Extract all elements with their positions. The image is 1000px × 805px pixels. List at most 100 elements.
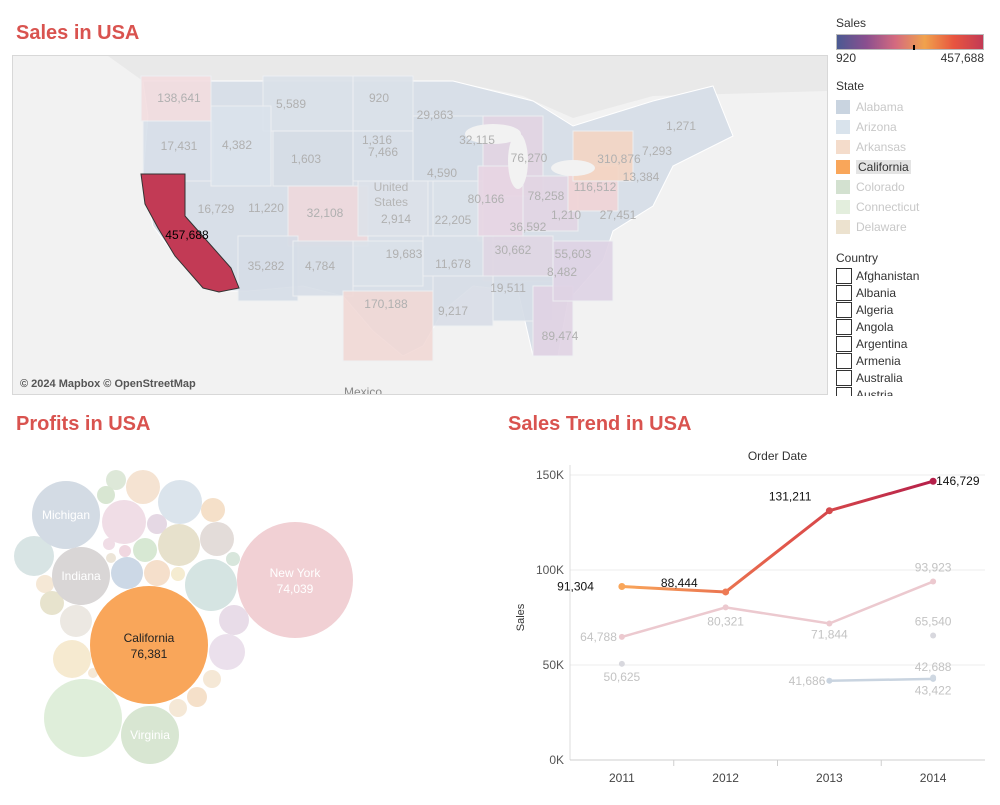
country-checkbox[interactable] [836,369,852,386]
data-point[interactable] [722,604,729,611]
country-filter-item[interactable]: Armenia [836,352,996,369]
country-filter-item[interactable]: Argentina [836,335,996,352]
state-profit-bubble [36,575,54,593]
data-point[interactable] [618,633,625,640]
sales-color-gradient [836,34,984,50]
country-checkbox[interactable] [836,318,852,335]
state-profit-bubble [126,470,160,504]
data-point[interactable] [825,507,833,515]
state-profit-bubble [209,634,245,670]
state-color-swatch [836,220,850,234]
state-sales-label: 32,108 [307,206,344,220]
data-label: 146,729 [936,474,980,488]
country-filter-item[interactable]: Austria [836,386,996,396]
sales-trend-title: Sales Trend in USA [508,413,692,435]
state-legend-item[interactable]: Arizona [836,117,996,137]
data-label: 91,304 [557,580,594,594]
sales-legend-min: 920 [836,51,857,65]
state-profit-bubble [185,559,237,611]
country-checkbox[interactable] [836,335,852,352]
country-label: Afghanistan [856,268,920,283]
country-filter-item[interactable]: Afghanistan [836,267,996,284]
country-checkbox[interactable] [836,352,852,369]
state-sales-label: 4,590 [427,166,457,180]
state-sales-label: 80,166 [468,192,505,206]
country-checkbox[interactable] [836,301,852,318]
data-point[interactable] [618,583,626,591]
series-line [621,580,934,639]
state-sales-label: 1,316 [362,133,392,147]
state-sales-label: 11,220 [248,201,284,215]
state-legend-item[interactable]: California [836,157,996,177]
data-point[interactable] [929,477,937,485]
sales-map[interactable]: United States Mexico 138,641 5,589 920 29,863 1… [12,55,828,395]
state-profit-bubble [14,536,54,576]
series-line [829,677,934,683]
state-profit-bubble [111,557,143,589]
country-checkbox[interactable] [836,386,852,396]
state-legend-item[interactable]: Colorado [836,177,996,197]
state-sales-label: 1,603 [291,152,321,166]
y-tick-label: 50K [543,658,564,672]
state-legend-title: State [836,79,865,93]
state-sales-label: 8,482 [547,265,577,279]
country-filter-item[interactable]: Albania [836,284,996,301]
data-label: 88,444 [661,576,698,590]
state-sales-label: 78,258 [528,189,565,203]
x-tick-label: 2011 [609,771,635,785]
data-label: 42,688 [915,660,952,674]
data-point[interactable] [618,660,625,667]
state-sales-label: 16,729 [198,202,235,216]
state-legend-item[interactable]: Alabama [836,97,996,117]
country-checkbox[interactable] [836,267,852,284]
country-checkbox[interactable] [836,284,852,301]
bubble-label: Indiana [61,569,101,583]
data-point[interactable] [930,632,937,639]
place-label: Mexico [344,385,382,395]
y-tick-label: 150K [536,468,564,482]
state-profit-bubble [237,522,353,638]
state-profit-bubble [171,567,185,581]
data-label: 50,625 [604,670,641,684]
state-profit-bubble [88,668,98,678]
state-sales-label: 36,592 [510,220,547,234]
state-sales-label: 116,512 [574,180,617,194]
state-color-swatch [836,120,850,134]
x-tick-label: 2013 [816,771,843,785]
map-attribution[interactable]: © 2024 Mapbox © OpenStreetMap [20,378,196,390]
country-filter-item[interactable]: Algeria [836,301,996,318]
data-point[interactable] [930,578,937,585]
data-point[interactable] [826,620,833,627]
state-legend-item[interactable]: Connecticut [836,197,996,217]
state-profit-bubble [102,500,146,544]
state-profit-bubble [226,552,240,566]
data-label: 93,923 [915,561,952,575]
data-point[interactable] [826,677,833,684]
state-sales-label: 9,217 [438,304,468,318]
country-label: Austria [856,387,894,397]
state-sales-label: 27,451 [600,208,637,222]
state-sales-label: 138,641 [157,91,201,105]
country-filter-item[interactable]: Angola [836,318,996,335]
legend-panel: Sales 920 457,688 State Alabama Arizona Ar… [836,16,996,396]
state-legend-item[interactable]: Delaware [836,217,996,237]
data-point[interactable] [722,588,730,596]
place-label: United [374,180,409,194]
state-sales-label: 35,282 [248,259,285,273]
state-legend-item[interactable]: Arkansas [836,137,996,157]
trend-canvas: Order Date Sales 0K 50K 100K 150K 2011 2012 2013… [515,449,985,785]
state-profit-bubble [144,560,170,586]
sales-legend-max: 457,688 [940,51,984,65]
country-label: Algeria [856,302,894,317]
state-profit-bubble [201,498,225,522]
country-filter-item[interactable]: Australia [836,369,996,386]
state-color-swatch [836,200,850,214]
bubble-value: 76,381 [131,647,168,661]
state-sales-label: 170,188 [364,297,408,311]
state-legend-label: Arkansas [856,140,907,154]
data-point[interactable] [930,674,937,681]
state-profit-bubble [52,547,110,605]
state-color-swatch [836,140,850,154]
california-state[interactable] [140,173,240,293]
